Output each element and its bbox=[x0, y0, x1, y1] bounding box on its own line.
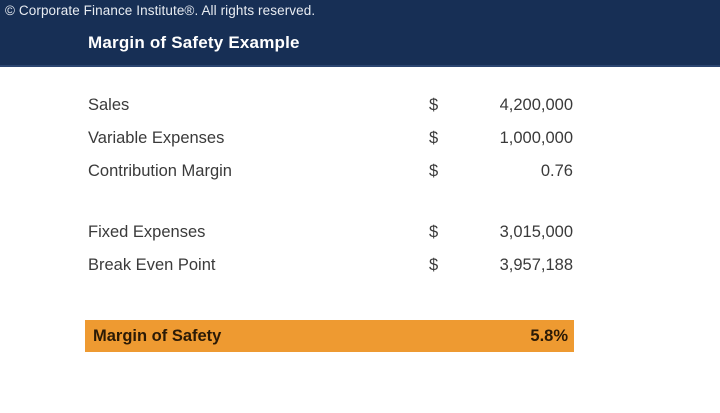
table-row: Variable Expenses $ 1,000,000 bbox=[85, 129, 574, 162]
table-row: Break Even Point $ 3,957,188 bbox=[85, 256, 574, 289]
currency-symbol: $ bbox=[429, 96, 439, 114]
margin-of-safety-row: Margin of Safety 5.8% bbox=[85, 320, 574, 352]
row-label: Variable Expenses bbox=[88, 129, 225, 147]
table-row: Sales $ 4,200,000 bbox=[85, 96, 574, 129]
margin-of-safety-label: Margin of Safety bbox=[93, 326, 222, 345]
row-value: 0.76 bbox=[540, 162, 573, 180]
currency-symbol: $ bbox=[429, 223, 439, 241]
header-band: © Corporate Finance Institute®. All righ… bbox=[0, 0, 720, 67]
currency-symbol: $ bbox=[429, 129, 439, 147]
row-label: Fixed Expenses bbox=[88, 223, 206, 241]
copyright-notice: © Corporate Finance Institute®. All righ… bbox=[5, 3, 316, 18]
row-label: Break Even Point bbox=[88, 256, 216, 274]
margin-of-safety-value: 5.8% bbox=[530, 326, 568, 345]
table-row: Contribution Margin $ 0.76 bbox=[85, 162, 574, 195]
row-value: 4,200,000 bbox=[499, 96, 573, 114]
row-value: 3,015,000 bbox=[499, 223, 573, 241]
currency-symbol: $ bbox=[429, 256, 439, 274]
row-value: 1,000,000 bbox=[499, 129, 573, 147]
row-label: Sales bbox=[88, 96, 130, 114]
financial-table: Sales $ 4,200,000 Variable Expenses $ 1,… bbox=[85, 96, 574, 289]
currency-symbol: $ bbox=[429, 162, 439, 180]
row-value: 3,957,188 bbox=[499, 256, 573, 274]
page-title: Margin of Safety Example bbox=[88, 33, 300, 52]
table-row-spacer bbox=[85, 195, 574, 223]
table-row: Fixed Expenses $ 3,015,000 bbox=[85, 223, 574, 256]
row-label: Contribution Margin bbox=[88, 162, 232, 180]
